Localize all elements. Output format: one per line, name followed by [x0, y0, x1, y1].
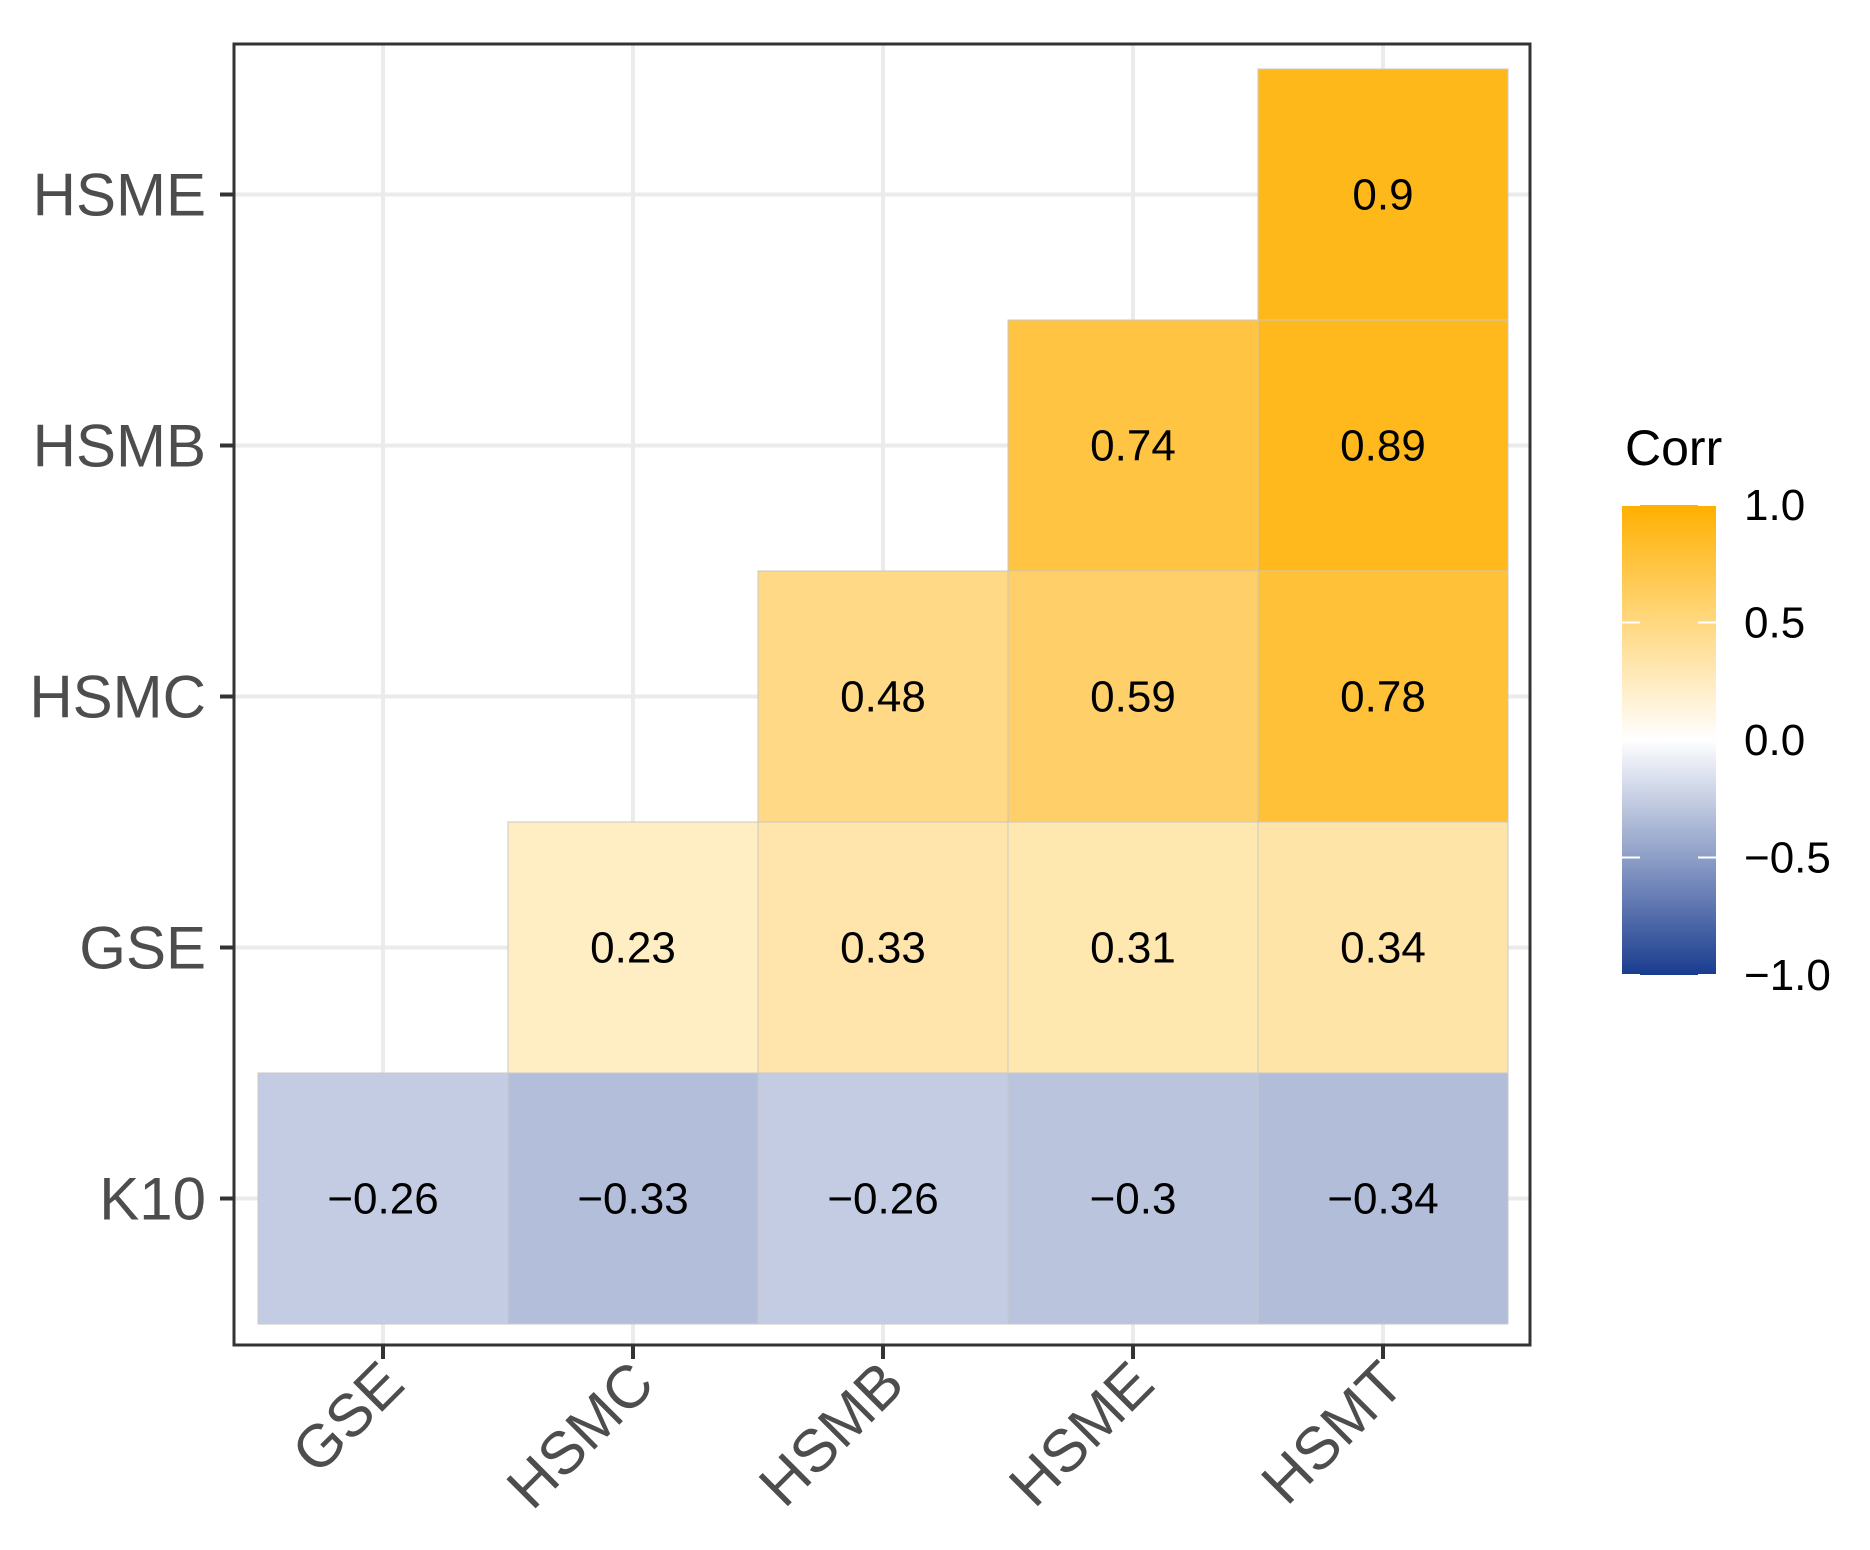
y-tick-label-hsmc: HSMC — [29, 664, 206, 731]
cell-hsme-hsmc — [1007, 570, 1259, 823]
cell-hsmt-hsmb — [1257, 319, 1509, 572]
cell-hsmt-hsmc — [1257, 570, 1509, 823]
y-tick-label-hsme: HSME — [33, 162, 206, 229]
cell-label-hsmc-gse: 0.23 — [590, 924, 676, 973]
cell-hsmb-k10 — [757, 1072, 1009, 1325]
x-tick-label-hsmb: HSMB — [746, 1349, 916, 1519]
cell-label-hsmb-hsmc: 0.48 — [840, 673, 926, 722]
cell-label-hsmt-hsme: 0.9 — [1352, 171, 1413, 220]
cell-hsme-gse — [1007, 821, 1259, 1074]
cell-label-gse-k10: −0.26 — [327, 1175, 438, 1224]
legend-tick-label-0: 0.0 — [1744, 716, 1805, 765]
legend-tick-label-0p5: 0.5 — [1744, 599, 1805, 648]
legend-tick-label-1: 1.0 — [1744, 481, 1805, 530]
cell-hsmt-gse — [1257, 821, 1509, 1074]
legend-tick-label-neg0p5: −0.5 — [1744, 834, 1831, 883]
cell-label-hsme-gse: 0.31 — [1090, 924, 1176, 973]
cell-hsme-k10 — [1007, 1072, 1259, 1325]
axes: K10 GSE HSMC HSMB HSME GSE HSMC HSMB HSME HSMT — [29, 162, 1416, 1522]
x-tick-label-hsme: HSME — [996, 1349, 1166, 1519]
legend-tick-label-neg1: −1.0 — [1744, 951, 1831, 1000]
cell-hsmt-k10 — [1257, 1072, 1509, 1325]
color-legend: Corr 1.0 0.5 0.0 −0.5 −1.0 — [1622, 420, 1831, 1000]
cell-label-hsmb-gse: 0.33 — [840, 924, 926, 973]
legend-title: Corr — [1625, 420, 1722, 476]
cell-hsmc-k10 — [507, 1072, 759, 1325]
cell-label-hsmt-k10: −0.34 — [1327, 1175, 1438, 1224]
cell-hsmb-gse — [757, 821, 1009, 1074]
y-tick-label-k10: K10 — [99, 1166, 206, 1233]
heatmap-cells: −0.26 −0.33 −0.26 −0.3 −0.34 0.23 0.33 0.31 0.34… — [257, 68, 1509, 1325]
cell-label-hsmc-k10: −0.33 — [577, 1175, 688, 1224]
cell-label-hsme-hsmb: 0.74 — [1090, 422, 1176, 471]
cell-label-hsmt-hsmc: 0.78 — [1340, 673, 1426, 722]
y-tick-label-hsmb: HSMB — [33, 413, 206, 480]
cell-hsme-hsmb — [1007, 319, 1259, 572]
cell-hsmt-hsme — [1257, 68, 1509, 321]
cell-hsmb-hsmc — [757, 570, 1009, 823]
cell-hsmc-gse — [507, 821, 759, 1074]
y-tick-label-gse: GSE — [79, 915, 206, 982]
x-tick-label-gse: GSE — [279, 1349, 416, 1486]
x-tick-label-hsmc: HSMC — [494, 1349, 666, 1521]
x-tick-label-hsmt: HSMT — [1249, 1349, 1417, 1517]
cell-label-hsmt-hsmb: 0.89 — [1340, 422, 1426, 471]
cell-label-hsmb-k10: −0.26 — [827, 1175, 938, 1224]
cell-label-hsme-k10: −0.3 — [1090, 1175, 1177, 1224]
cell-label-hsme-hsmc: 0.59 — [1090, 673, 1176, 722]
cell-label-hsmt-gse: 0.34 — [1340, 924, 1426, 973]
cell-gse-k10 — [257, 1072, 509, 1325]
